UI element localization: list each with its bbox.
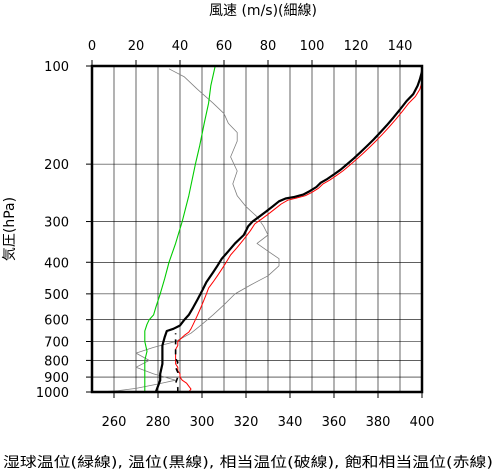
potential-temperature-line: [154, 71, 424, 393]
line-legend-caption: 湿球温位(緑線), 温位(黒線), 相当温位(破線), 飽和相当温位(赤線): [3, 454, 493, 471]
plot-frame: [90, 64, 424, 394]
temperature-tick-label: 280: [146, 415, 171, 430]
pressure-tick-label: 400: [44, 256, 69, 271]
temperature-tick-label: 260: [102, 415, 127, 430]
wind-speed-line: [98, 68, 280, 393]
grid-lines: [92, 66, 422, 392]
axis-tick-labels: 0 20 40 60 80 100 120 140 260 280 300 320 340 360 380 4…: [36, 39, 435, 430]
wind-tick-label: 20: [128, 39, 145, 54]
wind-axis-title: 風速 (m/s)(細線): [209, 3, 317, 19]
temperature-tick-label: 320: [234, 415, 259, 430]
pressure-tick-label: 600: [44, 314, 69, 329]
wind-tick-label: 100: [300, 39, 325, 54]
pressure-tick-label: 700: [44, 336, 69, 351]
wet-bulb-potential-temperature-line: [144, 65, 216, 392]
wind-tick-label: 140: [388, 39, 413, 54]
wind-tick-label: 40: [172, 39, 189, 54]
axis-ticks: [86, 60, 423, 398]
pressure-tick-label: 800: [44, 354, 69, 369]
temperature-tick-label: 380: [366, 415, 391, 430]
pressure-tick-label: 300: [44, 216, 69, 231]
pressure-axis-title: 気圧(hPa): [2, 197, 18, 261]
equivalent-potential-temperature-line: [174, 333, 179, 392]
wind-tick-label: 60: [216, 39, 233, 54]
pressure-tick-label: 100: [44, 60, 69, 75]
pressure-tick-label: 1000: [36, 386, 69, 401]
temperature-tick-label: 340: [278, 415, 303, 430]
series-lines: [98, 65, 424, 393]
temperature-tick-label: 300: [190, 415, 215, 430]
pressure-tick-label: 900: [44, 371, 69, 386]
wind-tick-label: 120: [344, 39, 369, 54]
saturated-equivalent-potential-temperature-line: [175, 81, 423, 393]
pressure-tick-label: 500: [44, 288, 69, 303]
temperature-tick-label: 360: [322, 415, 347, 430]
wind-tick-label: 80: [260, 39, 277, 54]
wind-tick-label: 0: [88, 39, 96, 54]
pressure-tick-label: 200: [44, 158, 69, 173]
temperature-tick-label: 400: [410, 415, 435, 430]
